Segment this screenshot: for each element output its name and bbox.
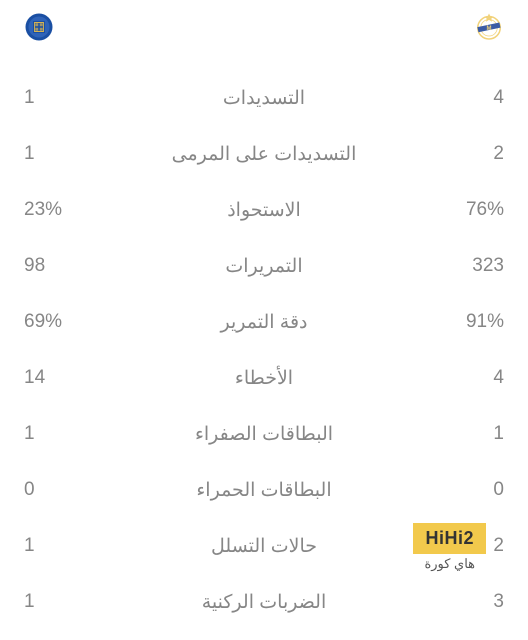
stat-right-value: 3 — [384, 591, 504, 613]
stat-label: الضربات الركنية — [144, 591, 384, 614]
stat-label: التسديدات على المرمى — [144, 143, 384, 166]
stat-left-value: 1 — [24, 591, 144, 613]
stats-table: 1 التسديدات 4 1 التسديدات على المرمى 2 2… — [24, 70, 504, 630]
stat-right-value: 1 — [384, 423, 504, 445]
team-left-logo — [24, 12, 54, 42]
stat-left-value: 98 — [24, 255, 144, 277]
stat-row: 1 الضربات الركنية 3 — [24, 574, 504, 630]
stat-row: 98 التمريرات 323 — [24, 238, 504, 294]
stat-right-value: 323 — [384, 255, 504, 277]
stat-row: 0 البطاقات الحمراء 0 — [24, 462, 504, 518]
team-right-logo: M — [474, 12, 504, 42]
stat-left-value: 1 — [24, 423, 144, 445]
stat-left-value: 1 — [24, 87, 144, 109]
stat-right-value: 91% — [384, 311, 504, 333]
stat-left-value: 14 — [24, 367, 144, 389]
stat-left-value: 69% — [24, 311, 144, 333]
stat-label: دقة التمرير — [144, 311, 384, 334]
svg-text:M: M — [487, 26, 492, 32]
stat-label: البطاقات الصفراء — [144, 423, 384, 446]
stat-row: 14 الأخطاء 4 — [24, 350, 504, 406]
stat-row: 1 التسديدات 4 — [24, 70, 504, 126]
stat-label: الأخطاء — [144, 367, 384, 390]
stat-right-value: 4 — [384, 367, 504, 389]
stat-left-value: 0 — [24, 479, 144, 501]
stat-right-value: 0 — [384, 479, 504, 501]
stat-left-value: 1 — [24, 143, 144, 165]
stat-right-value: 4 — [384, 87, 504, 109]
stat-right-value: 2 — [384, 535, 504, 557]
stat-row: 69% دقة التمرير 91% — [24, 294, 504, 350]
stat-label: التمريرات — [144, 255, 384, 278]
stat-left-value: 1 — [24, 535, 144, 557]
stat-label: التسديدات — [144, 87, 384, 110]
stat-label: حالات التسلل — [144, 535, 384, 558]
stat-left-value: 23% — [24, 199, 144, 221]
team-header: M — [24, 12, 504, 42]
stat-label: البطاقات الحمراء — [144, 479, 384, 502]
stat-row: 1 التسديدات على المرمى 2 — [24, 126, 504, 182]
stat-row: 1 البطاقات الصفراء 1 — [24, 406, 504, 462]
stat-right-value: 2 — [384, 143, 504, 165]
stat-right-value: 76% — [384, 199, 504, 221]
stat-row: 23% الاستحواذ 76% — [24, 182, 504, 238]
stat-label: الاستحواذ — [144, 199, 384, 222]
stat-row: 1 حالات التسلل 2 — [24, 518, 504, 574]
